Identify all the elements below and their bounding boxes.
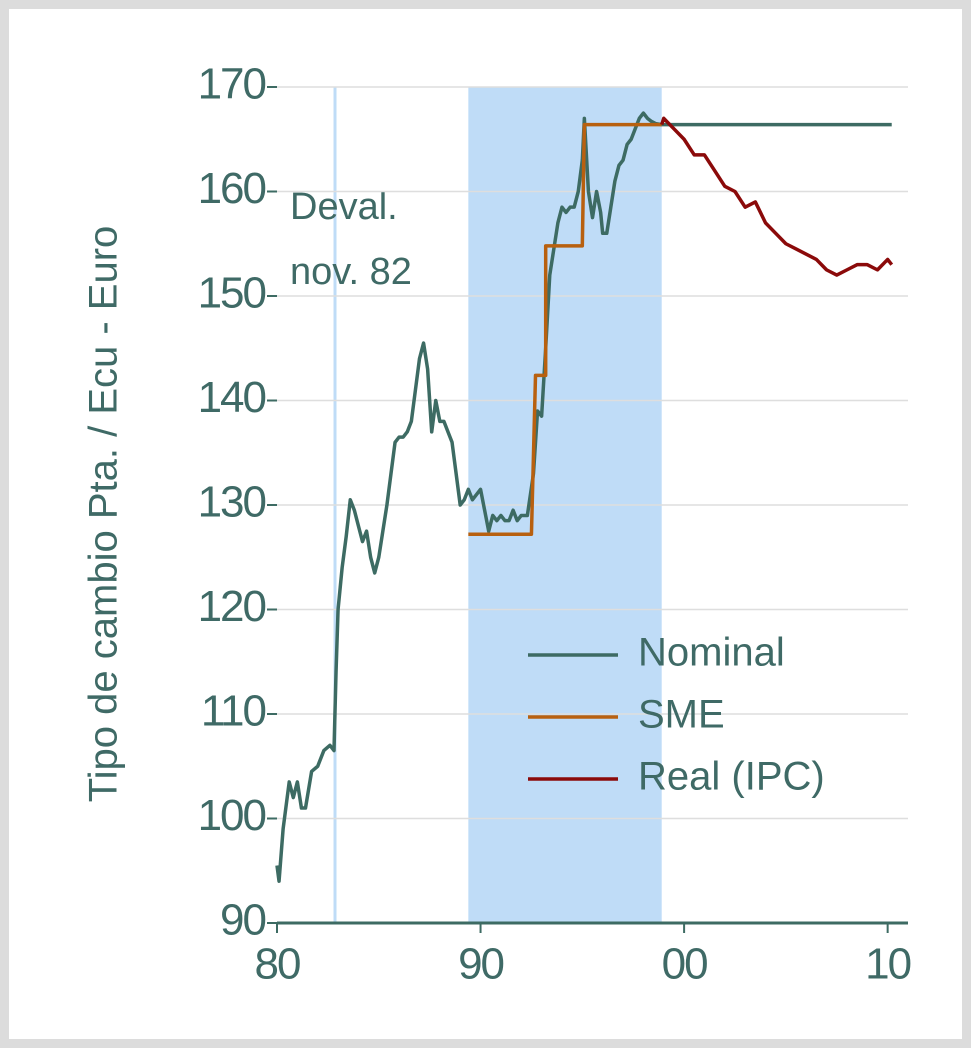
y-tick-label: 170 [198,60,266,109]
y-tick-label: 110 [201,687,266,736]
x-tick-label: 10 [865,940,910,989]
series-line [468,122,662,537]
x-tick-label: 80 [255,940,300,989]
legend-label: Real (IPC) [638,755,825,799]
chart: Tipo de cambio Pta. / Ecu - Euro Deval. n… [82,60,913,989]
legend-label: SME [638,693,725,737]
x-tick-label: 90 [458,940,503,989]
series-line [660,116,894,277]
y-tick-label: 100 [198,791,266,840]
y-tick-label: 120 [198,582,266,631]
annotation: nov. 82 [290,251,412,293]
annotation: Deval. [290,186,398,228]
y-tick-label: 130 [198,478,266,527]
y-tick-label: 90 [220,896,265,945]
y-tick-label: 140 [198,373,266,422]
series-line [275,111,892,883]
legend-label: Nominal [638,631,785,675]
y-tick-label: 160 [198,164,266,213]
y-tick-label: 150 [198,269,266,318]
y-axis-title: Tipo de cambio Pta. / Ecu - Euro [82,226,126,803]
x-tick-label: 00 [662,940,707,989]
